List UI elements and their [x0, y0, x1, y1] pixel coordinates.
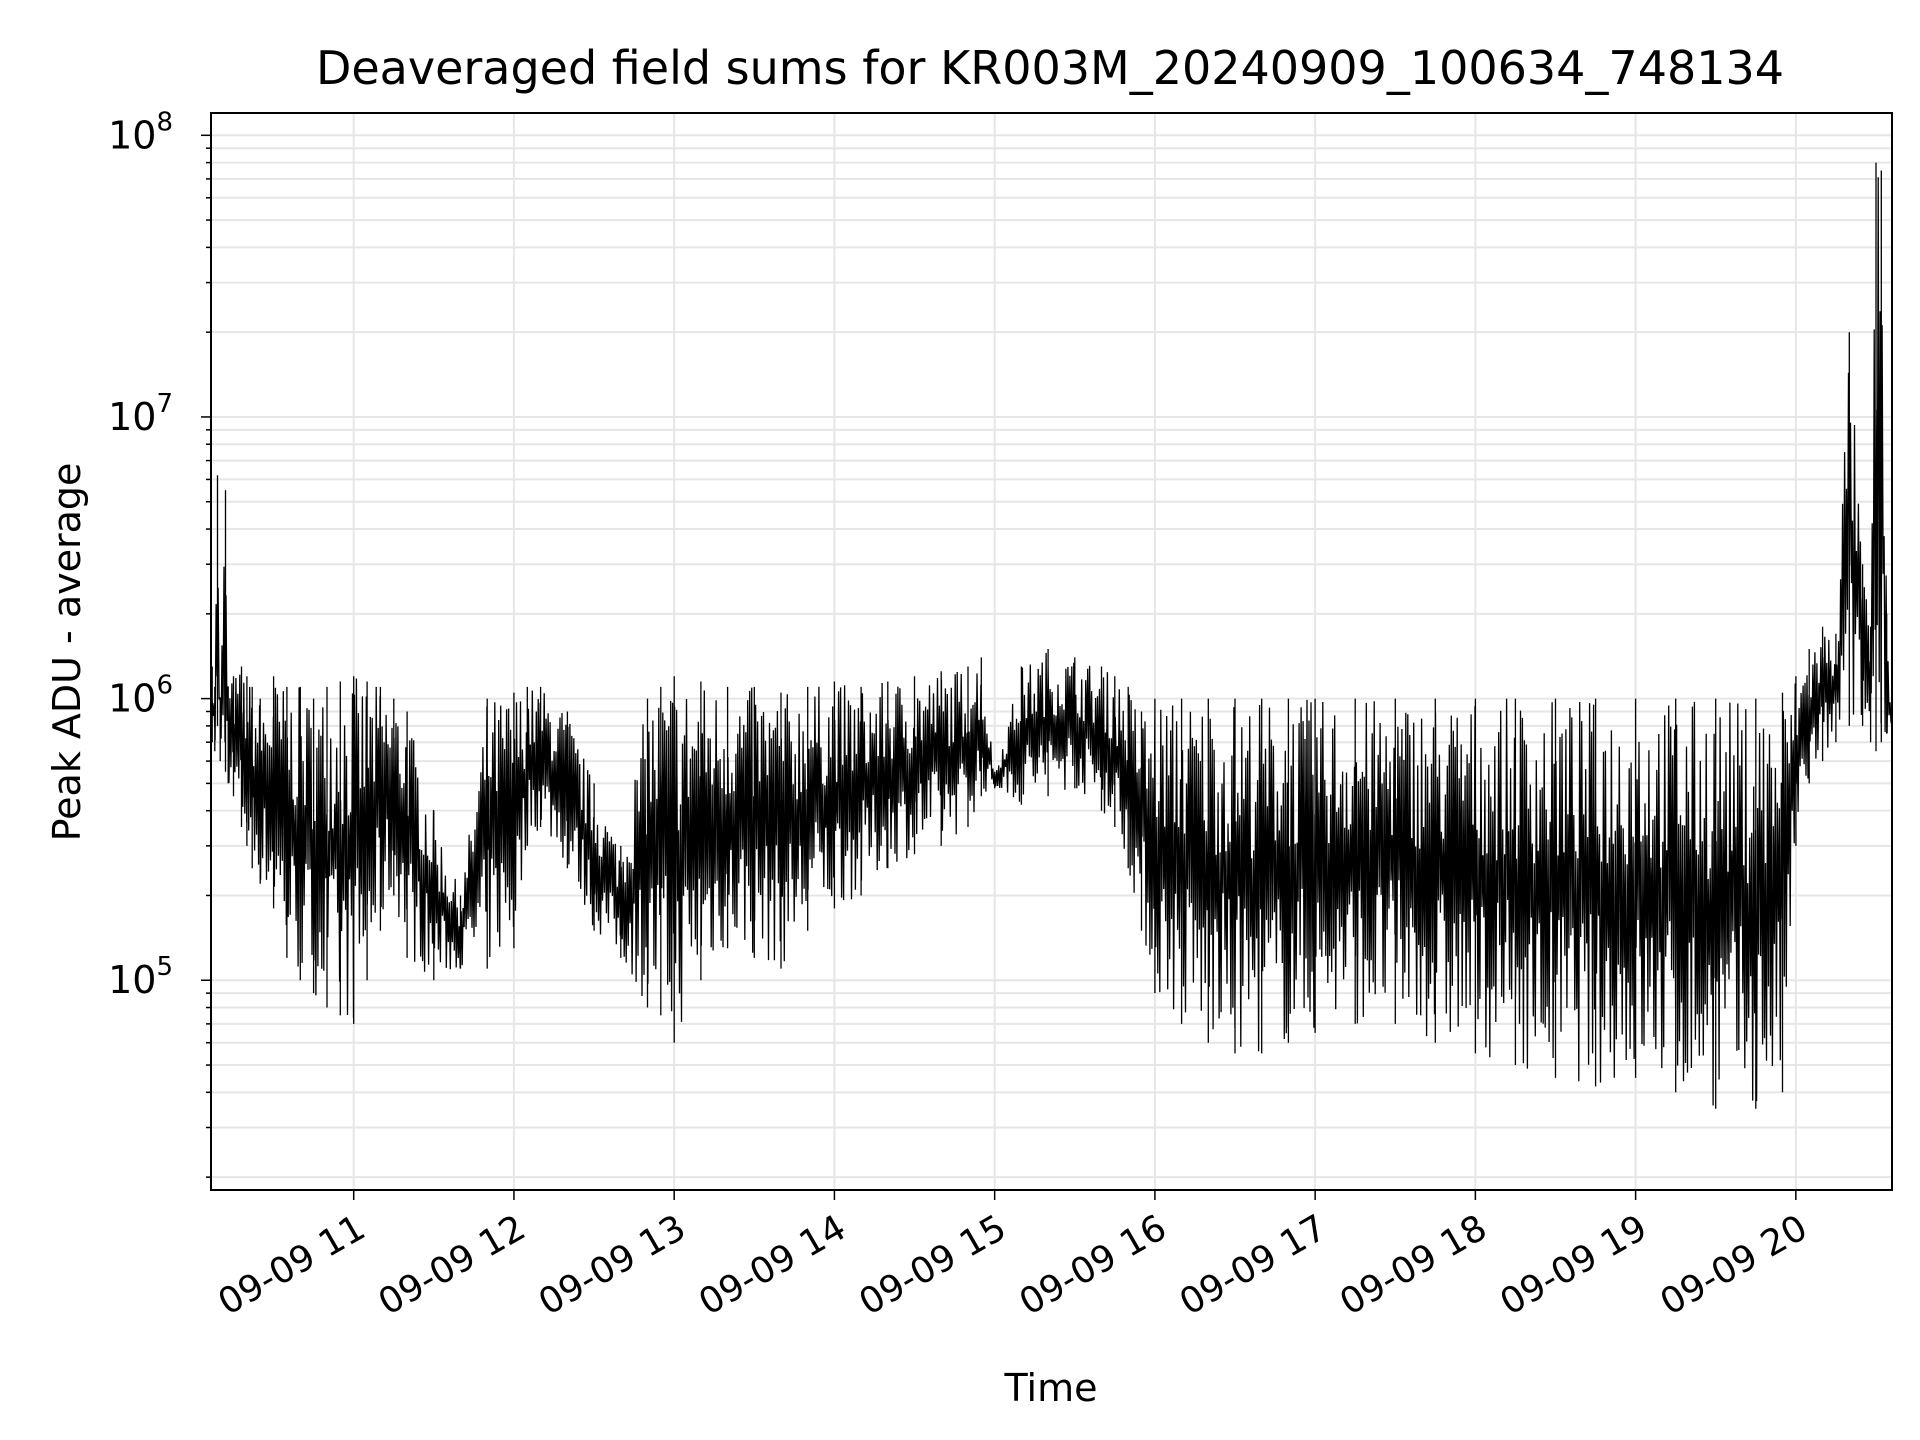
- y-tick-label: 107: [108, 389, 173, 439]
- y-tick-label: 108: [108, 107, 173, 157]
- y-tick-label: 106: [108, 671, 173, 721]
- y-tick-base: 10: [108, 395, 156, 439]
- series-layer: [211, 162, 1893, 1109]
- y-tick-base: 10: [108, 113, 156, 157]
- y-tick-base: 10: [108, 958, 156, 1002]
- y-tick-exponent: 6: [156, 671, 173, 701]
- y-axis-label: Peak ADU - average: [45, 463, 89, 842]
- y-tick-label: 105: [108, 952, 173, 1002]
- y-tick-exponent: 8: [156, 107, 173, 137]
- plot-frame: [210, 112, 1893, 1191]
- chart-title: Deaveraged field sums for KR003M_2024090…: [316, 41, 1784, 95]
- y-tick-exponent: 7: [156, 389, 173, 419]
- series-line: [211, 162, 1893, 1109]
- x-axis-label: Time: [1004, 1366, 1098, 1410]
- y-tick-exponent: 5: [156, 952, 173, 982]
- y-tick-base: 10: [108, 677, 156, 721]
